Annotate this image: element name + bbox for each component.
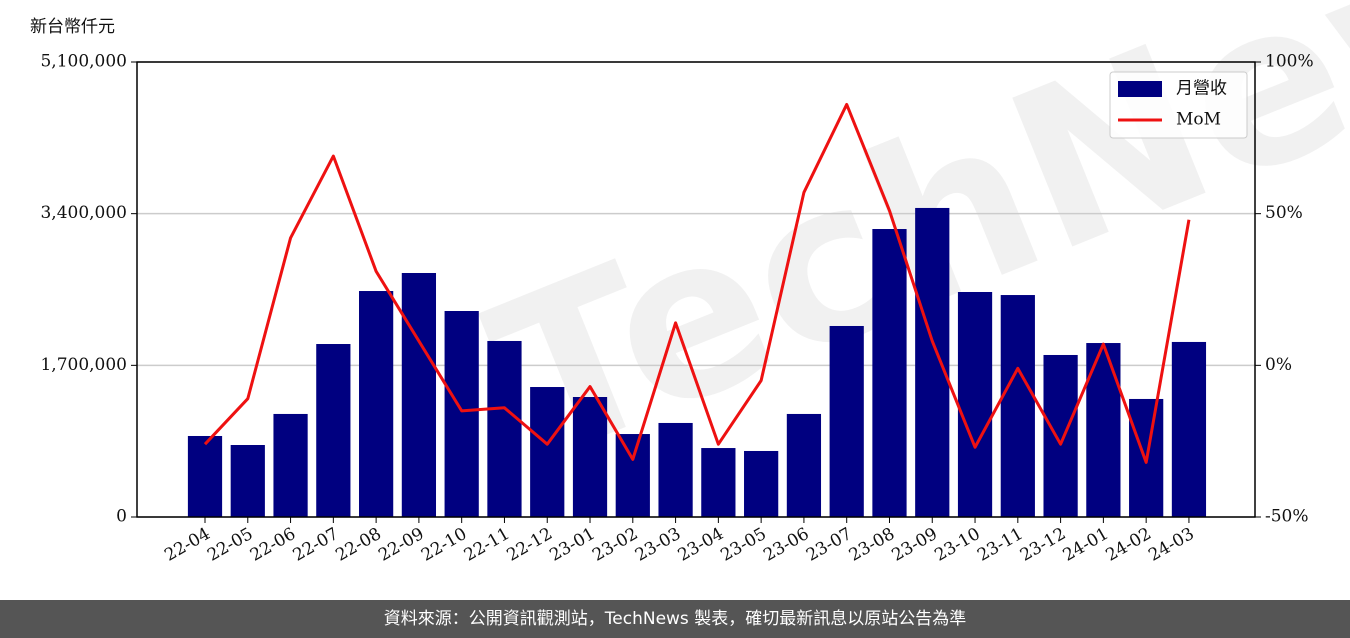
x-tick-label: 22-12 — [504, 524, 556, 566]
footer-text: 資料來源：公開資訊觀測站，TechNews 製表，確切最新訊息以原站公告為準 — [384, 609, 966, 629]
y-tick-label: 0 — [116, 507, 127, 527]
x-tick-label: 22-10 — [418, 524, 470, 566]
bar — [273, 413, 308, 517]
bar — [829, 325, 864, 517]
bar — [1171, 341, 1207, 517]
bar — [658, 422, 693, 517]
bar — [359, 291, 394, 517]
bar — [744, 450, 779, 517]
y-tick-label: 5,100,000 — [40, 52, 127, 72]
bar — [487, 340, 522, 517]
bar — [187, 435, 223, 517]
bar — [1000, 295, 1035, 517]
x-tick-label: 22-11 — [461, 524, 513, 566]
y2-tick-label: 0% — [1265, 355, 1292, 375]
y2-tick-label: 50% — [1265, 203, 1303, 223]
x-tick-label: 23-06 — [760, 524, 812, 566]
bar — [957, 291, 993, 517]
x-tick-label: 22-04 — [161, 524, 213, 566]
x-tick-label: 23-05 — [717, 524, 769, 566]
y-axis-label: 新台幣仟元 — [30, 17, 115, 37]
bar — [572, 397, 608, 517]
bar — [872, 229, 907, 517]
x-tick-label: 22-07 — [290, 524, 342, 566]
bar — [230, 445, 265, 517]
x-tick-label: 23-09 — [889, 524, 941, 566]
x-tick-label: 22-06 — [247, 524, 299, 566]
bar — [401, 272, 437, 517]
x-tick-label: 23-11 — [974, 524, 1026, 566]
y2-tick-label: 100% — [1265, 52, 1314, 72]
y2-tick-label: -50% — [1265, 507, 1309, 527]
x-tick-label: 22-08 — [332, 524, 384, 566]
bar — [701, 448, 736, 517]
x-tick-label: 23-02 — [589, 524, 641, 566]
y-tick-label: 1,700,000 — [40, 355, 127, 375]
plot-frame — [136, 61, 1256, 518]
footer-bar — [0, 600, 1350, 638]
legend-label: MoM — [1176, 110, 1221, 130]
y-tick-label: 3,400,000 — [40, 203, 127, 223]
x-tick-label: 24-03 — [1145, 524, 1197, 566]
line — [203, 102, 1191, 464]
bar — [915, 207, 950, 518]
x-tick-label: 24-01 — [1060, 524, 1112, 566]
bar — [786, 413, 822, 517]
x-tick-label: 23-01 — [546, 524, 598, 566]
legend: 月營收 MoM — [1109, 71, 1248, 139]
x-tick-label: 24-02 — [1102, 524, 1154, 566]
legend-swatch — [1118, 81, 1162, 97]
x-tick-label: 23-10 — [931, 524, 983, 566]
bar — [530, 387, 565, 517]
x-tick-label: 23-12 — [1017, 524, 1069, 566]
x-tick-label: 22-09 — [375, 524, 427, 566]
bar — [1043, 354, 1078, 517]
legend-label: 月營收 — [1176, 79, 1227, 99]
x-tick-label: 23-04 — [675, 524, 727, 566]
bar — [615, 434, 650, 517]
bar — [444, 311, 479, 517]
x-tick-label: 23-08 — [846, 524, 898, 566]
x-tick-label: 23-03 — [632, 524, 684, 566]
x-tick-label: 23-07 — [803, 524, 855, 566]
bar — [316, 344, 351, 517]
x-tick-label: 22-05 — [204, 524, 256, 566]
